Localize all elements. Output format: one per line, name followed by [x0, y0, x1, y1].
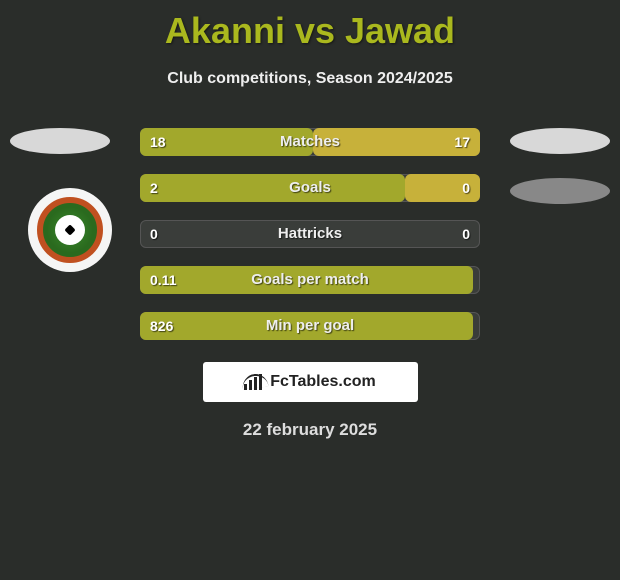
club-badge-icon	[37, 197, 103, 263]
stat-row: Goals2 0	[140, 174, 480, 202]
stat-left-value: 0.11	[150, 266, 176, 294]
stat-right-value: 0	[462, 174, 470, 202]
stat-row: Goals per match0.11	[140, 266, 480, 294]
stat-label: Hattricks	[140, 220, 480, 248]
stat-left-value: 826	[150, 312, 173, 340]
stat-label: Matches	[140, 128, 480, 156]
stat-right-value: 17	[454, 128, 470, 156]
stat-row: Min per goal826	[140, 312, 480, 340]
stat-label: Goals per match	[140, 266, 480, 294]
stat-left-value: 0	[150, 220, 158, 248]
stat-label: Goals	[140, 174, 480, 202]
football-icon	[55, 215, 85, 245]
bar-chart-icon	[244, 374, 266, 390]
club-badge	[28, 188, 112, 272]
stat-left-value: 2	[150, 174, 158, 202]
player-right-badge-placeholder-2	[510, 178, 610, 204]
player-right-badge-placeholder-1	[510, 128, 610, 154]
stat-row: Hattricks0 0	[140, 220, 480, 248]
snapshot-date: 22 february 2025	[0, 420, 620, 440]
branding-badge: FcTables.com	[203, 362, 418, 402]
subtitle: Club competitions, Season 2024/2025	[0, 70, 620, 88]
branding-text: FcTables.com	[270, 373, 376, 391]
bars-container: Matches1817Goals20Hattricks00Goals per m…	[140, 128, 480, 340]
page-title: Akanni vs Jawad	[0, 0, 620, 52]
stat-right-value: 0	[462, 220, 470, 248]
stat-left-value: 18	[150, 128, 166, 156]
player-left-badge-placeholder	[10, 128, 110, 154]
comparison-chart: Matches1817Goals20Hattricks00Goals per m…	[0, 128, 620, 340]
stat-label: Min per goal	[140, 312, 480, 340]
stat-row: Matches18 17	[140, 128, 480, 156]
